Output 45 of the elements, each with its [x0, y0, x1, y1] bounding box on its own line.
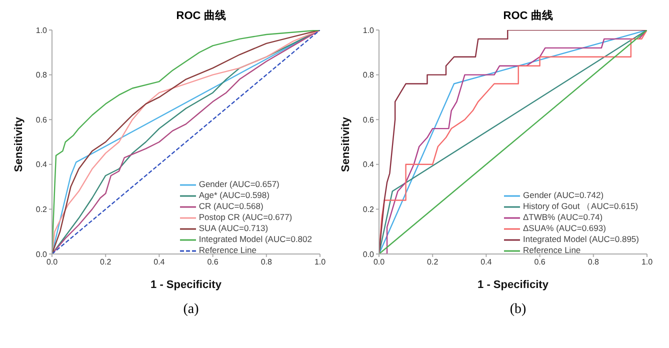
x-tick-label: 0.2 — [100, 258, 112, 267]
y-tick-label: 0.4 — [362, 160, 375, 170]
chart-title: ROC 曲线 — [502, 8, 554, 24]
y-tick-label: 0.2 — [362, 205, 375, 214]
legend-label: Age* (AUC=0.598) — [198, 190, 270, 201]
y-axis-title: Sensitivity — [340, 116, 352, 172]
y-tick-label: 1.0 — [36, 26, 48, 35]
legend-label: CR (AUC=0.568) — [198, 201, 264, 212]
legend-label: ΔSUA% (AUC=0.693) — [523, 223, 606, 234]
legend-label: Reference Line — [198, 245, 256, 256]
x-tick-label: 0.0 — [373, 258, 386, 267]
y-tick-label: 0.8 — [36, 70, 48, 80]
legend-label: ΔTWB% (AUC=0.74) — [523, 212, 603, 223]
legend-label: SUA (AUC=0.713) — [198, 223, 268, 234]
y-axis-title: Sensitivity — [12, 116, 25, 172]
legend-label: Reference Line — [523, 245, 581, 256]
y-tick-label: 0.2 — [36, 205, 48, 214]
y-tick-label: 0.6 — [36, 115, 48, 124]
x-tick-label: 1.0 — [641, 258, 654, 267]
x-tick-label: 0.4 — [480, 258, 492, 267]
text: (a) — [182, 302, 200, 318]
legend-label: Postop CR (AUC=0.677) — [198, 212, 292, 223]
y-tick-label: 0.6 — [362, 115, 375, 124]
x-axis-title: 1 - Specificity — [150, 279, 222, 291]
x-tick-label: 0.6 — [207, 258, 219, 267]
x-tick-label: 1.0 — [314, 258, 326, 267]
x-tick-label: 0.6 — [534, 258, 546, 267]
legend-label: Integrated Model (AUC=0.895) — [523, 234, 639, 245]
y-tick-label: 1.0 — [362, 26, 375, 35]
y-tick-label: 0.0 — [362, 250, 375, 259]
y-tick-label: 0.4 — [36, 160, 48, 170]
x-tick-label: 0.8 — [260, 258, 273, 267]
x-tick-label: 0.8 — [588, 258, 600, 267]
text: (b) — [508, 302, 528, 318]
legend-label: History of Gout （AUC=0.615) — [523, 201, 638, 212]
x-axis-title: 1 - Specificity — [478, 279, 550, 291]
legend-label: Gender (AUC=0.657) — [198, 179, 280, 190]
x-tick-label: 0.2 — [427, 258, 439, 267]
legend-label: Gender (AUC=0.742) — [523, 190, 604, 201]
x-tick-label: 0.4 — [154, 258, 166, 267]
y-tick-label: 0.0 — [36, 250, 48, 259]
y-tick-label: 0.8 — [362, 70, 375, 80]
legend-label: Integrated Model (AUC=0.802 — [198, 234, 312, 245]
chart-title: ROC 曲线 — [175, 8, 227, 24]
x-tick-label: 0.0 — [46, 258, 58, 267]
